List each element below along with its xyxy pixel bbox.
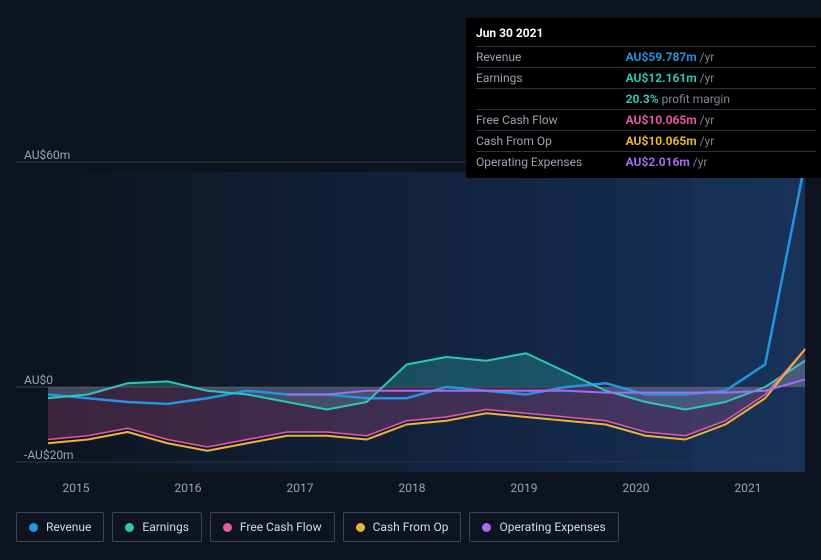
tooltip-row-value: AU$2.016m /yr — [626, 152, 816, 173]
tooltip-row: Operating ExpensesAU$2.016m /yr — [476, 152, 816, 173]
legend-swatch — [125, 523, 134, 532]
tooltip-row-value: AU$10.065m /yr — [626, 110, 816, 131]
svg-text:2016: 2016 — [175, 481, 202, 495]
legend-item-revenue[interactable]: Revenue — [16, 512, 104, 542]
legend-swatch — [29, 523, 38, 532]
tooltip-row: Cash From OpAU$10.065m /yr — [476, 131, 816, 152]
legend-swatch — [356, 523, 365, 532]
tooltip-row-label — [476, 89, 626, 110]
tooltip-row: Free Cash FlowAU$10.065m /yr — [476, 110, 816, 131]
legend-item-opex[interactable]: Operating Expenses — [469, 512, 618, 542]
legend-label: Earnings — [142, 520, 189, 534]
svg-text:2020: 2020 — [623, 481, 650, 495]
legend-label: Cash From Op — [373, 520, 449, 534]
legend-label: Free Cash Flow — [240, 520, 322, 534]
svg-text:AU$0: AU$0 — [24, 373, 53, 387]
tooltip-table: RevenueAU$59.787m /yrEarningsAU$12.161m … — [476, 46, 816, 172]
svg-text:2015: 2015 — [63, 481, 90, 495]
legend-item-earnings[interactable]: Earnings — [112, 512, 202, 542]
tooltip-row-value: AU$12.161m /yr — [626, 68, 816, 89]
tooltip-title: Jun 30 2021 — [476, 24, 816, 46]
svg-text:AU$60m: AU$60m — [24, 148, 70, 162]
tooltip-row-value: AU$59.787m /yr — [626, 47, 816, 68]
tooltip-row-value: 20.3% profit margin — [626, 89, 816, 110]
svg-text:-AU$20m: -AU$20m — [24, 448, 74, 462]
tooltip-row-label: Operating Expenses — [476, 152, 626, 173]
legend-item-fcf[interactable]: Free Cash Flow — [210, 512, 335, 542]
legend-item-cfo[interactable]: Cash From Op — [343, 512, 462, 542]
svg-text:2019: 2019 — [511, 481, 538, 495]
svg-text:2018: 2018 — [399, 481, 426, 495]
tooltip-row-label: Earnings — [476, 68, 626, 89]
chart-tooltip: Jun 30 2021 RevenueAU$59.787m /yrEarning… — [466, 18, 821, 178]
tooltip-row: 20.3% profit margin — [476, 89, 816, 110]
tooltip-row: EarningsAU$12.161m /yr — [476, 68, 816, 89]
tooltip-row-label: Cash From Op — [476, 131, 626, 152]
svg-text:2017: 2017 — [287, 481, 314, 495]
tooltip-row: RevenueAU$59.787m /yr — [476, 47, 816, 68]
legend-swatch — [482, 523, 491, 532]
svg-text:2021: 2021 — [735, 481, 762, 495]
tooltip-row-label: Free Cash Flow — [476, 110, 626, 131]
legend-label: Operating Expenses — [499, 520, 605, 534]
chart-legend: Revenue Earnings Free Cash Flow Cash From O… — [16, 512, 619, 542]
tooltip-row-value: AU$10.065m /yr — [626, 131, 816, 152]
legend-swatch — [223, 523, 232, 532]
tooltip-row-label: Revenue — [476, 47, 626, 68]
legend-label: Revenue — [46, 520, 91, 534]
